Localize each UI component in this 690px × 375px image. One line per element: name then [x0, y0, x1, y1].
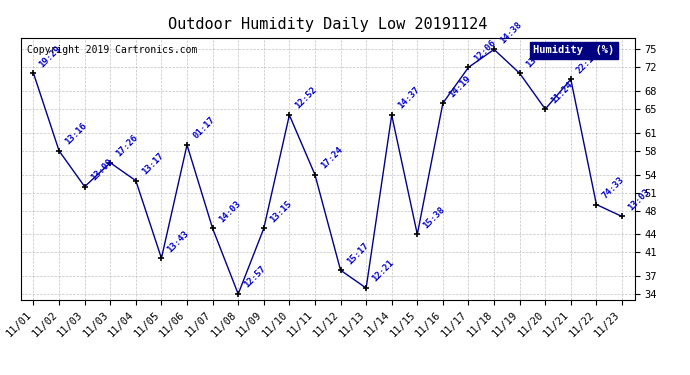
Text: 14:37: 14:37: [396, 86, 422, 111]
Text: 13:03: 13:03: [626, 187, 651, 212]
Text: Humidity  (%): Humidity (%): [533, 45, 615, 56]
Text: 14:19: 14:19: [447, 74, 473, 99]
Text: 14:03: 14:03: [217, 199, 242, 224]
Text: 19:29: 19:29: [38, 44, 63, 69]
Text: 17:24: 17:24: [319, 145, 344, 171]
Text: 12:06: 12:06: [473, 38, 498, 63]
Text: Copyright 2019 Cartronics.com: Copyright 2019 Cartronics.com: [27, 45, 197, 56]
Title: Outdoor Humidity Daily Low 20191124: Outdoor Humidity Daily Low 20191124: [168, 17, 487, 32]
Text: 15:38: 15:38: [422, 205, 447, 230]
Text: 74:33: 74:33: [600, 175, 626, 200]
Text: 14:38: 14:38: [498, 20, 524, 45]
Text: 12:21: 12:21: [371, 258, 395, 284]
Text: 13:17: 13:17: [140, 151, 166, 177]
Text: 13:09: 13:09: [89, 157, 115, 183]
Text: 11:24: 11:24: [549, 80, 575, 105]
Text: 22:10: 22:10: [575, 50, 600, 75]
Text: 13:29: 13:29: [524, 44, 549, 69]
Text: 17:26: 17:26: [115, 133, 140, 159]
Text: 01:17: 01:17: [191, 116, 217, 141]
Text: 13:15: 13:15: [268, 199, 293, 224]
Text: 15:17: 15:17: [345, 241, 370, 266]
Text: 12:57: 12:57: [242, 264, 268, 290]
Text: 12:52: 12:52: [293, 86, 319, 111]
Text: 13:43: 13:43: [166, 229, 191, 254]
Text: 13:16: 13:16: [63, 122, 88, 147]
